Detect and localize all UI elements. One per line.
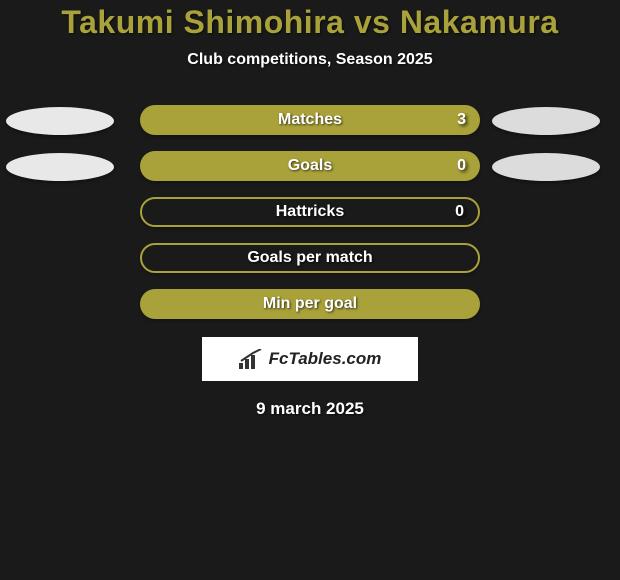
stat-row: Matches 3 [0, 105, 620, 137]
fctables-logo-icon [239, 349, 263, 369]
stat-label: Hattricks [276, 203, 344, 221]
player1-ellipse [6, 153, 114, 181]
stat-rows: Matches 3 Goals 0 Hattricks 0 Goals per match M… [0, 105, 620, 321]
stat-row: Goals per match [0, 243, 620, 275]
stat-bar: Goals 0 [140, 151, 480, 181]
stat-value: 0 [457, 157, 466, 175]
stat-label: Min per goal [263, 295, 357, 313]
comparison-container: Takumi Shimohira vs Nakamura Club compet… [0, 0, 620, 419]
stat-value: 0 [455, 203, 464, 221]
player2-ellipse [492, 107, 600, 135]
stat-bar: Matches 3 [140, 105, 480, 135]
page-title: Takumi Shimohira vs Nakamura [0, 4, 620, 41]
stat-label: Matches [278, 111, 342, 129]
player2-ellipse [492, 153, 600, 181]
stat-value: 3 [457, 111, 466, 129]
stat-label: Goals [288, 157, 332, 175]
logo-box: FcTables.com [202, 337, 418, 381]
player1-ellipse [6, 107, 114, 135]
stat-row: Min per goal [0, 289, 620, 321]
stat-label: Goals per match [247, 249, 372, 267]
stat-bar: Hattricks 0 [140, 197, 480, 227]
stat-bar: Goals per match [140, 243, 480, 273]
date-text: 9 march 2025 [0, 399, 620, 419]
stat-row: Goals 0 [0, 151, 620, 183]
subtitle: Club competitions, Season 2025 [0, 51, 620, 69]
stat-row: Hattricks 0 [0, 197, 620, 229]
stat-bar: Min per goal [140, 289, 480, 319]
logo-text: FcTables.com [269, 349, 382, 369]
